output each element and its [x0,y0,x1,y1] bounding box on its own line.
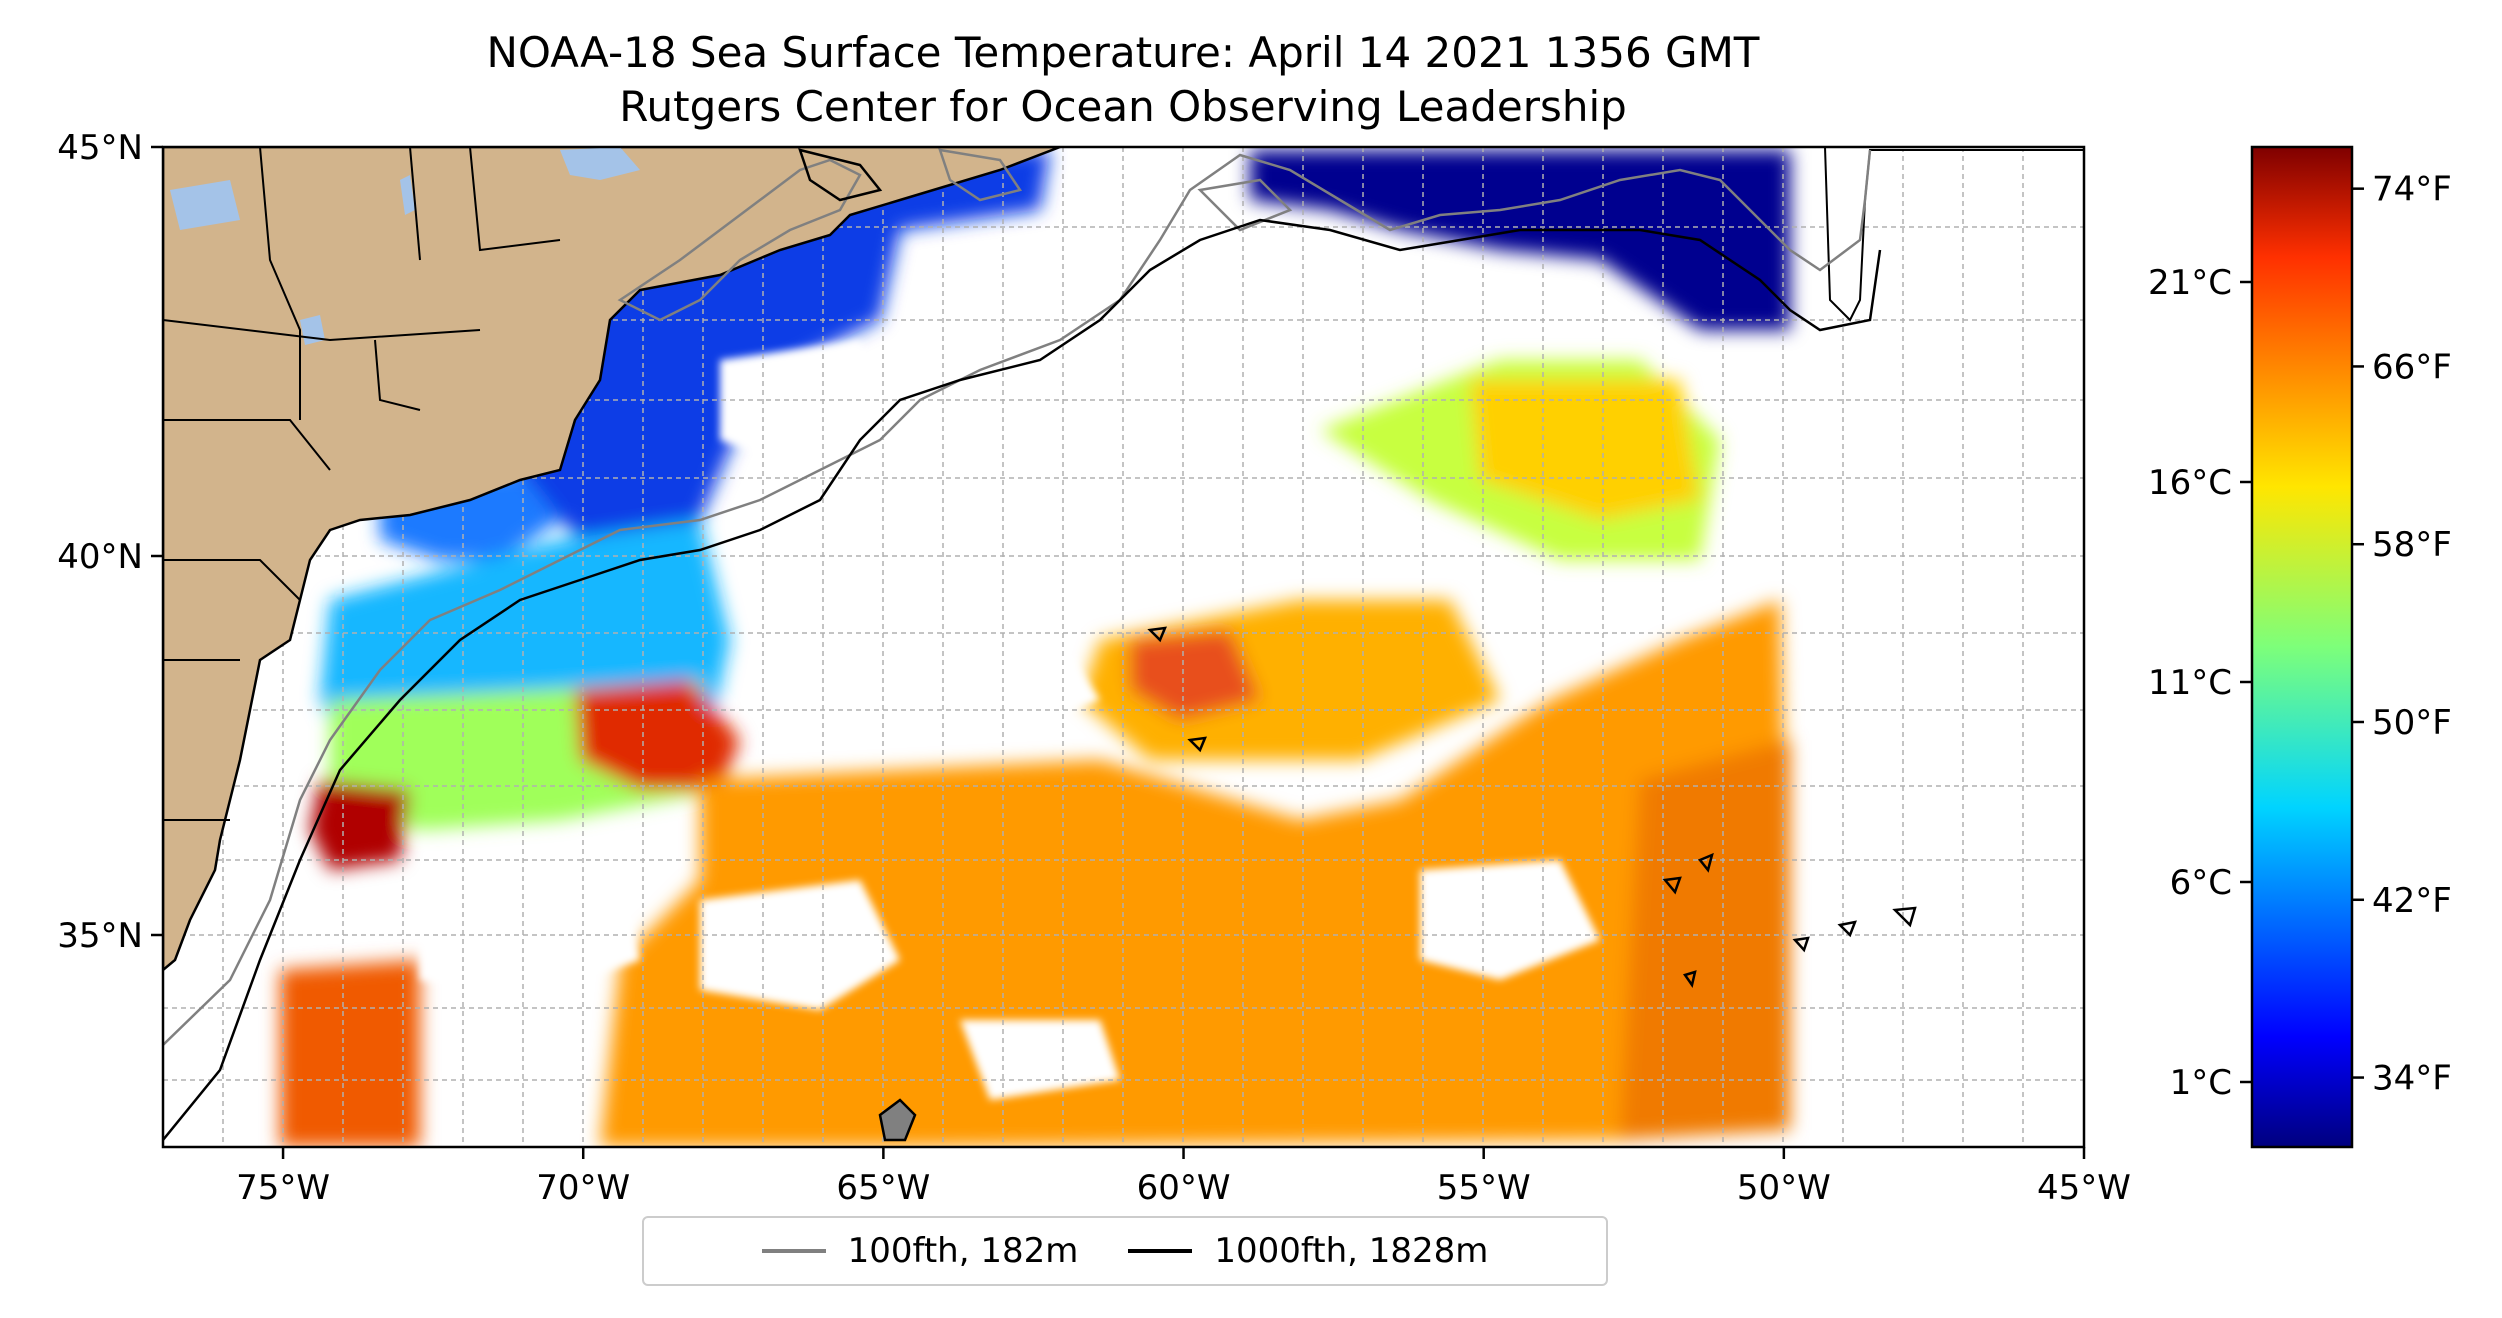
legend-label-100fth: 100fth, 182m [847,1231,1079,1271]
lon-tick-label: 70°W [536,1168,630,1208]
lon-tick-label: 45°W [2037,1168,2131,1208]
isobath-1000fth [163,148,1917,1142]
fahrenheit-tick-label: 42°F [2372,881,2452,921]
legend-swatch-1000fth [1128,1249,1193,1253]
map-title: NOAA-18 Sea Surface Temperature: April 1… [160,26,2086,134]
colorbar: 1°C 6°C 11°C 16°C 21°C 34°F 42°F 50°F 58°F 66°F 7… [2148,145,2452,1149]
celsius-tick-label: 16°C [2148,463,2232,503]
legend-label-1000fth: 1000fth, 1828m [1214,1231,1489,1271]
colorbar-celsius-ticks: 1°C 6°C 11°C 16°C 21°C [2148,263,2252,1103]
fahrenheit-tick-label: 34°F [2372,1059,2452,1099]
lake [560,147,640,180]
lon-tick-label: 75°W [236,1168,330,1208]
legend-entry-100fth: 100fth, 182m [761,1231,1079,1271]
legend-swatch-100fth [761,1249,826,1253]
isobath-100fth [163,148,1872,1046]
fahrenheit-tick-label: 58°F [2372,525,2452,565]
map-legend: 100fth, 182m 1000fth, 1828m [642,1216,1608,1286]
colorbar-gradient [2250,145,2354,1149]
lake [400,175,415,215]
lon-tick-label: 50°W [1737,1168,1831,1208]
lon-tick-label: 55°W [1437,1168,1531,1208]
land [163,147,2084,972]
lake [170,180,240,230]
map-frame [161,145,2086,1149]
title-line-1: NOAA-18 Sea Surface Temperature: April 1… [486,28,1760,77]
map-panel[interactable] [163,147,2084,1147]
lon-tick-label: 60°W [1137,1168,1231,1208]
celsius-tick-label: 6°C [2170,863,2232,903]
title-line-2: Rutgers Center for Ocean Observing Leade… [619,82,1627,131]
fahrenheit-tick-label: 74°F [2372,170,2452,210]
lat-tick-label: 35°N [57,916,143,956]
north-america-coast [163,147,1061,972]
fahrenheit-tick-label: 66°F [2372,347,2452,387]
celsius-tick-label: 1°C [2170,1063,2232,1103]
fahrenheit-tick-label: 50°F [2372,703,2452,743]
state-borders [163,147,561,821]
lat-tick-label: 45°N [57,128,143,168]
celsius-tick-label: 21°C [2148,263,2232,303]
lon-axis: 75°W 70°W 65°W 60°W 55°W 50°W 45°W [236,1147,2131,1208]
legend-entry-1000fth: 1000fth, 1828m [1128,1231,1488,1271]
lon-tick-label: 65°W [836,1168,930,1208]
celsius-tick-label: 11°C [2148,663,2232,703]
lat-tick-label: 40°N [57,537,143,577]
colorbar-fahrenheit-ticks: 34°F 42°F 50°F 58°F 66°F 74°F [2352,170,2452,1099]
lat-axis: 45°N 40°N 35°N [57,128,163,956]
